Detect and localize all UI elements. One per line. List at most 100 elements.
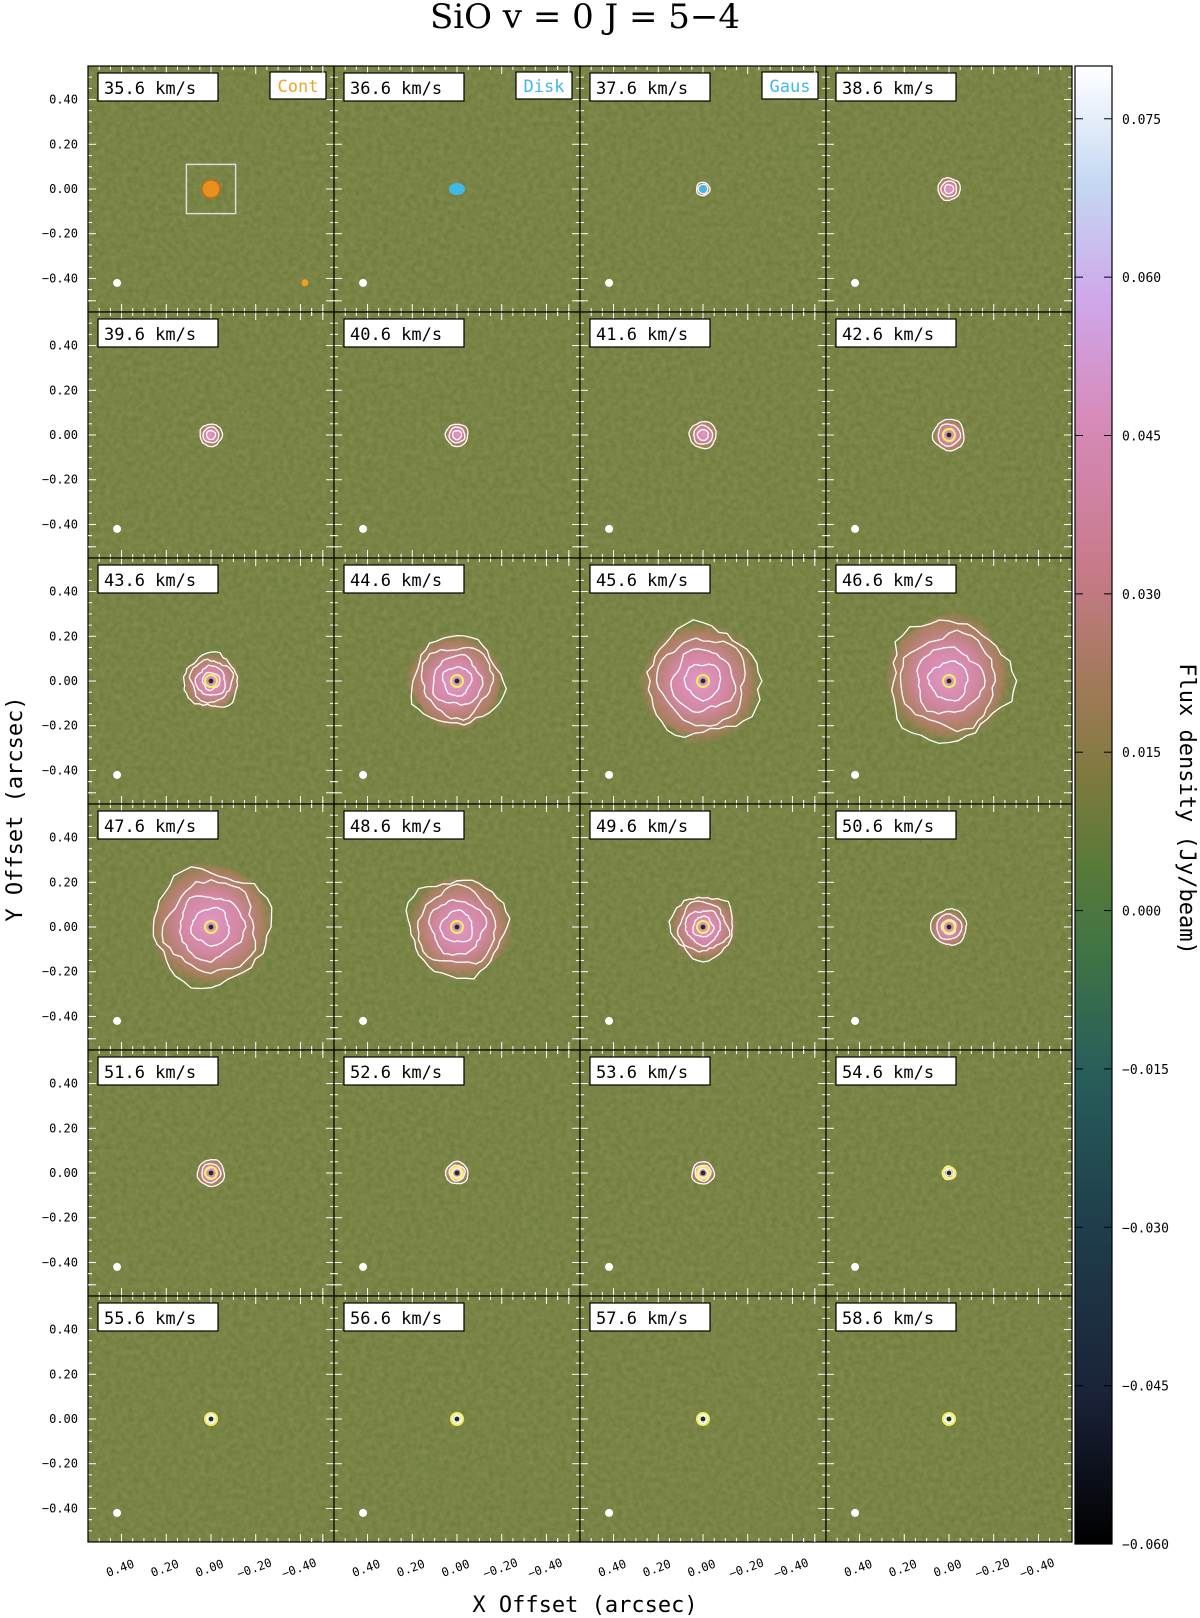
contour-line	[899, 629, 997, 733]
y-tick-label: −0.40	[42, 763, 78, 777]
velocity-label-box	[589, 564, 711, 594]
contour-line	[161, 878, 257, 975]
emission-region	[406, 873, 515, 982]
beam-marker	[359, 770, 368, 779]
channel-panel: 51.6 km/s	[65, 1027, 335, 1297]
velocity-label-box	[835, 810, 957, 840]
velocity-label-box	[835, 1302, 957, 1332]
y-tick-label: 0.00	[49, 674, 78, 688]
contour-line	[444, 1160, 469, 1185]
y-tick-label: 0.20	[49, 1367, 78, 1381]
disk-model	[449, 183, 465, 195]
contour-line	[410, 634, 508, 726]
x-tick-label: −0.20	[481, 1555, 520, 1581]
gaussian-model	[699, 185, 707, 193]
contour-line	[196, 1158, 226, 1188]
contour-line	[206, 1413, 217, 1425]
velocity-label-box	[343, 1056, 465, 1086]
channel-panel: 38.6 km/s	[803, 43, 1073, 313]
beam-marker	[113, 278, 122, 287]
central-star-core	[700, 1416, 706, 1422]
velocity-label: 53.6 km/s	[596, 1063, 688, 1083]
contour-line	[945, 1415, 953, 1423]
contour-line	[451, 1167, 462, 1178]
contour-line	[451, 1413, 463, 1425]
contour-line	[697, 1167, 709, 1178]
beam-marker	[851, 1262, 860, 1271]
inset-box	[185, 163, 237, 215]
velocity-label-box	[835, 72, 957, 102]
colorbar-gradient	[1074, 65, 1113, 1545]
channel-panel: 43.6 km/s	[65, 535, 335, 805]
beam-marker	[851, 1508, 860, 1517]
velocity-label: 36.6 km/s	[350, 79, 442, 99]
velocity-label-box	[343, 810, 465, 840]
y-tick-label: −0.20	[42, 1211, 78, 1225]
channel-panel: 52.6 km/s	[311, 1027, 581, 1297]
model-tag-box	[761, 71, 819, 100]
velocity-label-box	[835, 564, 957, 594]
channel-panel: 47.6 km/s	[65, 781, 335, 1051]
beam-marker	[605, 524, 614, 533]
velocity-label: 55.6 km/s	[104, 1309, 196, 1329]
y-tick-label: −0.40	[42, 1009, 78, 1023]
y-tick-label: 0.40	[49, 1077, 78, 1091]
channel-panel: 41.6 km/s	[557, 289, 827, 559]
contour-line	[691, 1161, 716, 1185]
channel-panel: 54.6 km/s	[803, 1027, 1073, 1297]
central-star-core	[454, 1416, 460, 1422]
central-star-core	[208, 678, 214, 684]
contour-line	[182, 651, 239, 708]
central-star-marker	[942, 1166, 956, 1180]
x-tick-label: 0.20	[149, 1557, 181, 1580]
contour-line	[427, 898, 488, 956]
contour-line	[190, 906, 231, 947]
contour-line	[891, 619, 1018, 745]
velocity-label-box	[343, 564, 465, 594]
channel-panel: 53.6 km/s	[557, 1027, 827, 1297]
contour-line	[439, 909, 473, 943]
channel-panel: 42.6 km/s	[803, 289, 1073, 559]
velocity-label-box	[589, 72, 711, 102]
contour-line	[945, 1169, 953, 1177]
contour-line	[655, 637, 746, 727]
beam-marker	[113, 770, 122, 779]
velocity-label-box	[589, 1056, 711, 1086]
contour-line	[936, 913, 963, 941]
central-star-core	[946, 1416, 952, 1422]
model-tag: Gaus	[770, 77, 811, 97]
beam-marker	[359, 1262, 368, 1271]
contour-line	[207, 1414, 215, 1423]
central-star-marker	[696, 674, 710, 688]
x-tick-label: 0.40	[350, 1557, 382, 1580]
x-tick-label: 0.40	[104, 1557, 136, 1580]
velocity-label: 49.6 km/s	[596, 817, 688, 837]
central-star-core	[700, 924, 706, 930]
beam-marker	[605, 1016, 614, 1025]
y-tick-label: 0.20	[49, 1121, 78, 1135]
velocity-label-box	[97, 1056, 219, 1086]
velocity-label: 54.6 km/s	[842, 1063, 934, 1083]
velocity-label-box	[589, 810, 711, 840]
continuum-source	[201, 179, 221, 199]
y-tick-label: 0.40	[49, 1323, 78, 1337]
velocity-label: 57.6 km/s	[596, 1309, 688, 1329]
colorbar-ticks: 0.075 0.060 0.045 0.030 0.015 0.000 −0.015 −0.0…	[1075, 113, 1169, 1553]
contour-line	[448, 1164, 466, 1182]
contour-line	[451, 430, 463, 441]
central-star-core	[946, 924, 952, 930]
velocity-label-box	[589, 318, 711, 348]
x-tick-label: 0.20	[887, 1557, 919, 1580]
central-star-marker	[696, 1166, 710, 1180]
y-tick-label: −0.40	[42, 517, 78, 531]
y-tick-label: −0.20	[42, 719, 78, 733]
contour-line	[943, 183, 955, 195]
velocity-label-box	[835, 1056, 957, 1086]
contour-line	[943, 1414, 954, 1425]
x-tick-label: 0.00	[686, 1557, 718, 1580]
central-star-core	[700, 1170, 706, 1176]
central-star-marker	[450, 1166, 464, 1180]
beam-marker	[359, 278, 368, 287]
colorbar-tick-label: 0.030	[1122, 588, 1161, 603]
